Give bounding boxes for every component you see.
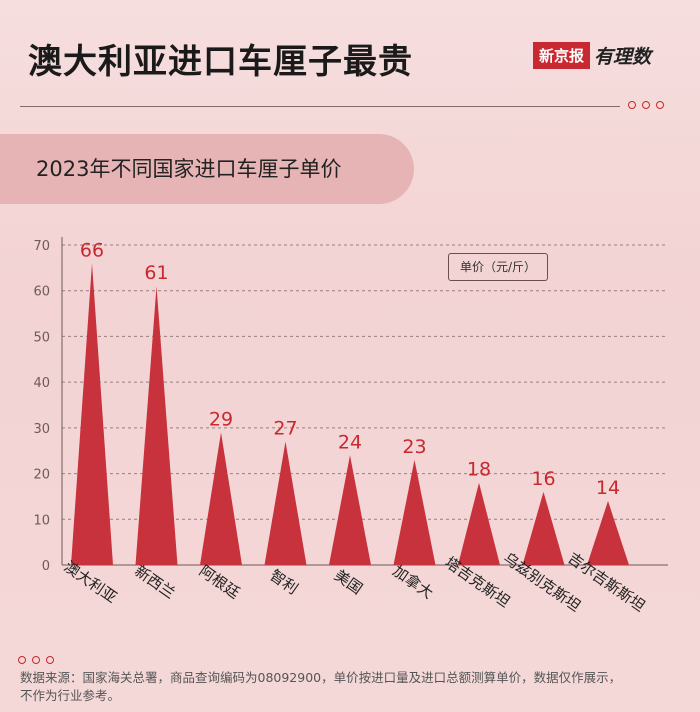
- footer-dots-icon: [18, 656, 54, 664]
- footer-line-2: 不作为行业参考。: [20, 688, 121, 703]
- x-tick-label: 新西兰: [131, 562, 178, 603]
- subtitle-banner: 2023年不同国家进口车厘子单价: [0, 134, 414, 204]
- bar: [71, 263, 113, 565]
- brand-logo: 新京报 有理数: [533, 42, 651, 69]
- data-label: 66: [80, 239, 104, 261]
- bar: [393, 459, 436, 565]
- data-label: 16: [531, 468, 555, 490]
- data-label: 29: [209, 408, 233, 430]
- y-tick-label: 30: [33, 422, 50, 437]
- bar: [458, 482, 500, 565]
- y-tick-label: 20: [33, 468, 50, 483]
- header-dots-icon: [628, 101, 664, 109]
- x-tick-label: 阿根廷: [196, 562, 243, 603]
- unit-label: 单价（元/斤）: [448, 253, 548, 281]
- data-label: 27: [273, 418, 297, 440]
- bar: [135, 286, 178, 565]
- data-label: 23: [402, 436, 426, 458]
- data-label: 18: [467, 459, 491, 481]
- logo-script: 有理数: [594, 46, 652, 68]
- y-tick-label: 40: [33, 376, 50, 391]
- logo-box: 新京报: [533, 42, 591, 69]
- bar: [329, 455, 371, 565]
- x-tick-label: 美国: [331, 566, 366, 598]
- y-tick-label: 0: [42, 559, 50, 574]
- data-label: 61: [144, 262, 168, 284]
- y-tick-label: 60: [33, 285, 50, 300]
- y-tick-label: 70: [33, 239, 50, 254]
- x-tick-label: 加拿大: [389, 562, 436, 603]
- header-divider: [20, 106, 620, 107]
- bar: [264, 441, 307, 565]
- bar: [587, 501, 629, 565]
- bar: [200, 432, 242, 565]
- y-tick-label: 10: [33, 513, 50, 528]
- page-title: 澳大利亚进口车厘子最贵: [28, 42, 413, 82]
- x-tick-label: 智利: [266, 566, 301, 598]
- data-label: 24: [338, 431, 362, 453]
- subtitle-text: 2023年不同国家进口车厘子单价: [36, 157, 342, 181]
- footer-line-1: 数据来源：国家海关总署，商品查询编码为08092900，单价按进口量及进口总额测…: [20, 670, 622, 685]
- bar: [522, 491, 565, 565]
- y-tick-label: 50: [33, 330, 50, 345]
- footer-note: 数据来源：国家海关总署，商品查询编码为08092900，单价按进口量及进口总额测…: [20, 669, 690, 705]
- data-label: 14: [596, 477, 620, 499]
